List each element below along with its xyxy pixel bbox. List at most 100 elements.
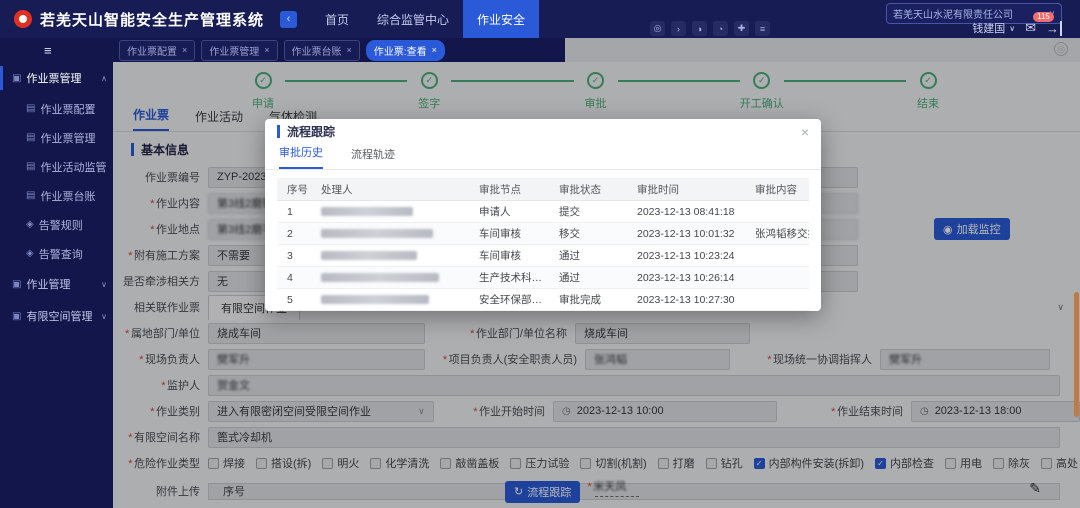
hazard-checkbox[interactable]: 明火 [322,455,359,471]
user-menu[interactable]: 钱建国 ∨ [972,20,1015,36]
check-icon: ✓ [254,72,272,89]
field-label: * 监护人 [160,380,200,392]
hazard-checkbox[interactable]: 用电 [944,455,982,471]
tab-chip-ticket-config[interactable]: 作业票配置 × [119,39,196,61]
folder-icon: ▣ [12,310,22,322]
tab-process-trace[interactable]: 流程轨迹 [351,149,395,161]
mail-icon[interactable]: ✉ 115 [1025,12,1054,36]
sidebar-item-ticket-config[interactable]: ▤ 作业票配置 [26,103,96,116]
dept-field[interactable]: 烧成车间 [208,322,425,344]
sidebar-item-ticket-ledger[interactable]: ▤ 作业票台账 [26,190,96,203]
table-row[interactable]: 2 车间审核 移交 2023-12-13 10:01:32 张鸿韬移交换班审批。 [277,223,809,245]
edit-pencil-icon[interactable]: ✎ [1029,479,1041,496]
confined-space-name-field[interactable]: 篦式冷却机 [208,426,1060,448]
hazard-checkbox[interactable]: 钻孔 [705,455,743,471]
guardian-field[interactable]: 贺金文 [208,374,1060,396]
close-icon[interactable]: × [431,45,437,55]
table-row[interactable]: 3 车间审核 通过 2023-12-13 10:23:24 [277,245,809,267]
sidebar-item-alert-rules[interactable]: ◈ 告警规则 [26,219,83,232]
project-leader-field[interactable]: 张鸿韬 [585,348,730,370]
clock-icon: ◷ [562,405,571,417]
coordinator-field[interactable]: 樊军升 [880,348,1050,370]
site-leader-field[interactable]: 樊军升 [208,348,425,370]
nav-collapse-button[interactable]: ‹ [280,10,298,28]
sidebar-toggle-icon[interactable]: ≡ [44,42,52,58]
close-icon[interactable]: × [182,45,188,55]
modal-header: 流程跟踪 × [265,119,821,144]
field-label: * 项目负责人(安全职责人员) [442,354,577,366]
tab-chip-ticket-ledger[interactable]: 作业票台账 × [283,39,360,61]
sidebar-group-ticket-mgmt[interactable]: ▣ 作业票管理 ∧ [0,62,113,94]
hazard-checkbox[interactable]: 内部检查 [874,455,934,471]
nav-item-work-safety[interactable]: 作业安全 [463,0,540,38]
tab-chip-ticket-view[interactable]: 作业票:查看 × [365,39,445,61]
theme-icon[interactable]: ◑ [692,21,707,36]
hazard-checkbox[interactable]: 内部构件安装(拆卸) [753,455,864,471]
refresh-circle-icon[interactable]: ◎ [1054,42,1068,56]
user-name: 钱建国 [972,23,1006,35]
field-label: 相关联作业票 [134,302,200,314]
checkbox-icon [370,457,382,469]
hazard-checkbox[interactable]: 搭设(拆) [256,455,311,471]
locate-icon[interactable]: ◎ [650,21,665,36]
section-basic-info: 基本信息 [113,136,1080,162]
sidebar-group-work-mgmt[interactable]: ▣ 作业管理 ∨ [12,278,107,292]
start-time-field[interactable]: ◷ 2023-12-13 10:00 [553,400,777,422]
layout-icon[interactable]: ≡ [755,21,770,36]
hazard-checkbox[interactable]: 打磨 [657,455,695,471]
app-title: 若羌天山智能安全生产管理系统 [40,11,265,29]
hazard-checkbox[interactable]: 除灰 [992,455,1030,471]
checkbox-icon [208,457,219,469]
hazard-checkbox[interactable]: 切割(机割) [580,455,647,471]
chevron-down-icon: ∨ [1009,23,1016,33]
end-time-field[interactable]: ◷ 2023-12-13 18:00 [910,400,1080,422]
field-label: 作业票编号 [145,172,200,184]
tab-approval-history[interactable]: 审批历史 [279,144,323,169]
table-row[interactable]: 1 申请人 提交 2023-12-13 08:41:18 [277,201,809,223]
sidebar-item-activity-monitor[interactable]: ▤ 作业活动监管 [26,161,107,174]
work-category-select[interactable]: 进入有限密闭空间受限空间作业 ∨ [208,400,434,422]
table-row[interactable]: 5 安全环保部… 审批完成 2023-12-13 10:27:30 [277,289,809,311]
close-icon[interactable]: × [346,45,352,55]
chevron-down-icon[interactable]: ∨ [1057,301,1064,312]
tab-chip-ticket-manage[interactable]: 作业票管理 × [201,39,278,61]
hazard-checkbox[interactable]: 化学清洗 [370,455,429,471]
company-select[interactable]: 若羌天山水泥有限责任公司 ∨ [886,3,1062,24]
forward-icon[interactable]: › [671,21,686,36]
process-stepper: ✓ 申请 ✓ 签字 ✓ 审批 ✓ [113,62,1080,110]
checkbox-icon [440,457,452,469]
tab-work-activity[interactable]: 作业活动 [195,110,244,124]
logout-icon[interactable]: → [1046,20,1062,36]
process-track-button[interactable]: ↻ 流程跟踪 [505,480,581,503]
sidebar-item-alert-query[interactable]: ◈ 告警查询 [26,248,83,261]
hazard-checkbox[interactable]: 压力试验 [510,455,569,471]
hazard-checkbox[interactable]: 焊接 [208,455,245,471]
sidebar-item-ticket-manage[interactable]: ▤ 作业票管理 [26,132,96,145]
doc-icon: ▤ [26,161,36,172]
scrollbar-thumb[interactable] [1074,292,1079,417]
process-track-modal: 流程跟踪 × 审批历史 流程轨迹 序号 处理人 审批节点 审批状态 审批时 [265,119,821,311]
hazard-checkbox[interactable]: 敲凿盖板 [440,455,499,471]
step-sign: ✓ 签字 [407,72,451,111]
hazard-checkbox[interactable]: 高处 [1040,455,1078,471]
work-dept-field[interactable]: 烧成车间 [575,322,750,344]
table-row[interactable]: 4 生产技术科… 通过 2023-12-13 10:26:14 [277,267,809,289]
history-icon[interactable]: ◔ [713,21,728,36]
close-icon[interactable]: × [264,45,270,55]
plus-icon[interactable]: ✚ [734,21,749,36]
doc-icon: ▤ [26,103,36,114]
load-monitor-button[interactable]: ◉ 加载监控 [934,218,1010,240]
step-start-confirm: ✓ 开工确认 [740,72,784,111]
nav-item-supervision-center[interactable]: 综合监管中心 [377,12,450,27]
sidebar-group-confined-space[interactable]: ▣ 有限空间管理 ∨ [12,310,107,324]
field-label: * 现场统一协调指挥人 [766,354,872,366]
tab-work-ticket[interactable]: 作业票 [133,106,170,131]
checkbox-icon [944,457,956,469]
modal-close-icon[interactable]: × [800,123,809,140]
app-header: 若羌天山智能安全生产管理系统 ‹ 首页 综合监管中心 作业安全 若羌天山水泥有限… [0,0,1080,38]
chevron-up-icon: ∧ [101,73,107,83]
nav-item-home[interactable]: 首页 [325,12,350,27]
field-label: * 作业内容 [149,198,200,210]
chevron-down-icon: ∨ [101,311,107,321]
